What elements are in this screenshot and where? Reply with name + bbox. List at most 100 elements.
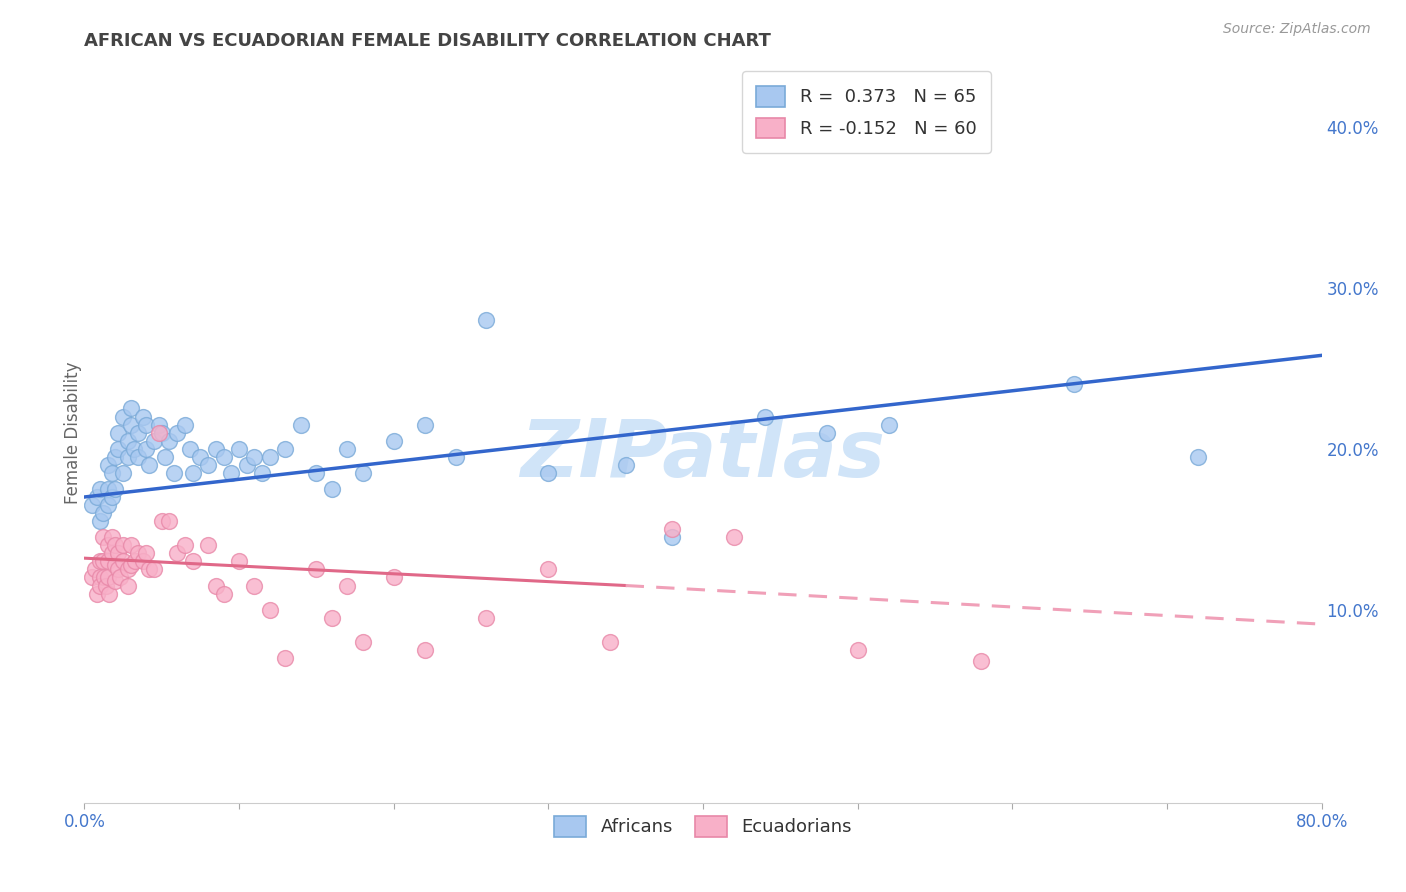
Point — [101, 530, 124, 544]
Point — [86, 586, 108, 600]
Point — [120, 538, 142, 552]
Point — [82, 570, 104, 584]
Legend: Africans, Ecuadorians: Africans, Ecuadorians — [544, 806, 862, 846]
Point — [104, 538, 127, 552]
Point — [336, 578, 359, 592]
Point — [1063, 377, 1085, 392]
Point — [91, 506, 114, 520]
Point — [179, 442, 201, 456]
Point — [537, 562, 560, 576]
Point — [150, 514, 173, 528]
Point — [112, 466, 135, 480]
Text: Source: ZipAtlas.com: Source: ZipAtlas.com — [1223, 22, 1371, 37]
Point — [754, 409, 776, 424]
Point — [135, 442, 157, 456]
Point — [150, 425, 173, 440]
Point — [181, 466, 204, 480]
Point — [159, 514, 180, 528]
Point — [104, 450, 127, 464]
Point — [120, 417, 142, 432]
Point — [112, 538, 135, 552]
Point — [475, 313, 498, 327]
Point — [815, 425, 838, 440]
Point — [235, 458, 259, 472]
Point — [89, 570, 111, 584]
Point — [250, 466, 273, 480]
Point — [89, 482, 111, 496]
Point — [104, 482, 127, 496]
Point — [159, 434, 180, 448]
Point — [537, 466, 560, 480]
Point — [117, 434, 139, 448]
Y-axis label: Female Disability: Female Disability — [65, 361, 82, 504]
Point — [212, 450, 235, 464]
Point — [127, 425, 149, 440]
Point — [228, 442, 250, 456]
Point — [112, 554, 135, 568]
Point — [101, 490, 124, 504]
Point — [970, 654, 993, 668]
Point — [96, 498, 118, 512]
Point — [117, 450, 139, 464]
Point — [305, 466, 328, 480]
Point — [661, 522, 683, 536]
Point — [86, 490, 108, 504]
Point — [91, 530, 114, 544]
Point — [120, 558, 142, 572]
Point — [321, 482, 343, 496]
Point — [352, 635, 374, 649]
Point — [661, 530, 683, 544]
Point — [148, 425, 170, 440]
Text: ZIPatlas: ZIPatlas — [520, 416, 886, 494]
Point — [723, 530, 745, 544]
Point — [89, 514, 111, 528]
Point — [135, 546, 157, 560]
Point — [84, 562, 107, 576]
Point — [138, 562, 160, 576]
Point — [212, 586, 235, 600]
Point — [127, 546, 149, 560]
Point — [1187, 450, 1209, 464]
Point — [135, 417, 157, 432]
Point — [290, 417, 312, 432]
Point — [132, 409, 155, 424]
Point — [127, 450, 149, 464]
Point — [132, 554, 155, 568]
Point — [166, 546, 188, 560]
Point — [259, 602, 281, 616]
Point — [117, 578, 139, 592]
Point — [148, 417, 170, 432]
Point — [96, 554, 118, 568]
Point — [197, 458, 219, 472]
Point — [89, 578, 111, 592]
Point — [228, 554, 250, 568]
Point — [82, 498, 104, 512]
Point — [382, 570, 405, 584]
Point — [197, 538, 219, 552]
Point — [243, 450, 266, 464]
Point — [112, 409, 135, 424]
Point — [166, 425, 188, 440]
Point — [382, 434, 405, 448]
Point — [101, 466, 124, 480]
Point — [107, 562, 129, 576]
Point — [104, 558, 127, 572]
Point — [96, 482, 118, 496]
Point — [96, 570, 118, 584]
Point — [413, 417, 436, 432]
Point — [274, 442, 297, 456]
Point — [101, 546, 124, 560]
Point — [321, 610, 343, 624]
Point — [219, 466, 242, 480]
Point — [205, 442, 228, 456]
Point — [336, 442, 359, 456]
Point — [89, 554, 111, 568]
Point — [107, 442, 129, 456]
Point — [174, 538, 197, 552]
Point — [413, 643, 436, 657]
Point — [305, 562, 328, 576]
Point — [475, 610, 498, 624]
Point — [108, 570, 131, 584]
Point — [599, 635, 621, 649]
Point — [122, 442, 145, 456]
